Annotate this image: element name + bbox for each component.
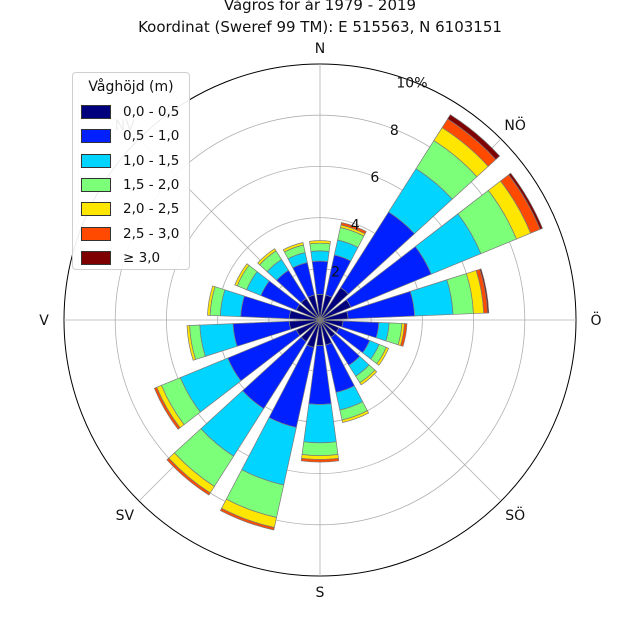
bar-segment <box>186 325 196 361</box>
bar-segment <box>376 346 390 366</box>
legend-label: 2,5 - 3,0 <box>123 225 180 242</box>
legend-swatch <box>81 202 111 217</box>
legend-swatch <box>81 105 111 119</box>
bar-segment <box>508 172 543 230</box>
chart-subtitle: Koordinat (Sweref 99 TM): E 515563, N 61… <box>138 18 502 36</box>
direction-label: V <box>39 313 49 329</box>
legend-swatch <box>81 226 111 241</box>
legend-swatch <box>81 129 111 144</box>
bar-segment <box>166 457 211 496</box>
legend-title: Våghöjd (m) <box>88 79 174 95</box>
legend: Våghöjd (m) 0,0 - 0,5 0,5 - 1,0 1,0 - 1,5 1… <box>72 72 190 270</box>
sector-bars <box>153 114 543 531</box>
bar-segment <box>207 285 216 316</box>
direction-label: Ö <box>590 311 601 329</box>
bar-segment <box>309 242 331 252</box>
legend-swatch <box>81 153 111 168</box>
bar-segment <box>310 250 330 263</box>
legend-swatch <box>81 250 111 265</box>
bar-segment <box>311 260 329 296</box>
direction-label: SÖ <box>505 506 525 524</box>
direction-label: NÖ <box>504 116 526 134</box>
legend-label: 0,5 - 1,0 <box>123 128 180 145</box>
direction-label: S <box>316 585 325 601</box>
radial-tick-label: 2 <box>331 265 340 281</box>
bar-segment <box>199 323 238 357</box>
radial-tick-label: 6 <box>370 170 379 186</box>
bar-segment <box>341 410 370 423</box>
direction-label: N <box>315 41 325 57</box>
bar-segment <box>303 403 337 444</box>
bar-segment <box>359 369 378 386</box>
bar-segment <box>153 386 181 430</box>
bar-segment <box>309 240 331 245</box>
chart-title: Vågros för år 1979 - 2019 <box>223 0 417 14</box>
bar-segment <box>400 323 408 347</box>
legend-label: 2,0 - 2,5 <box>123 201 180 218</box>
bar-segment <box>340 222 367 235</box>
bar-segment <box>301 441 339 457</box>
legend-swatch <box>81 177 111 192</box>
bar-segment <box>300 457 340 463</box>
radial-tick-label: 8 <box>390 123 399 139</box>
bar-segment <box>219 507 275 531</box>
direction-label: SV <box>116 508 135 524</box>
legend-label: 1,5 - 2,0 <box>123 176 180 193</box>
bar-segment <box>447 114 501 160</box>
radial-tick-label: 10% <box>396 75 427 91</box>
bar-segment <box>257 248 277 266</box>
bar-segment <box>282 242 304 253</box>
bar-segment <box>479 268 490 314</box>
bar-segment <box>234 263 250 287</box>
legend-label: 1,0 - 1,5 <box>123 152 180 169</box>
legend-label: 0,0 - 0,5 <box>123 104 180 120</box>
radial-tick-label: 4 <box>351 217 360 233</box>
legend-label: ≥ 3,0 <box>123 249 161 266</box>
